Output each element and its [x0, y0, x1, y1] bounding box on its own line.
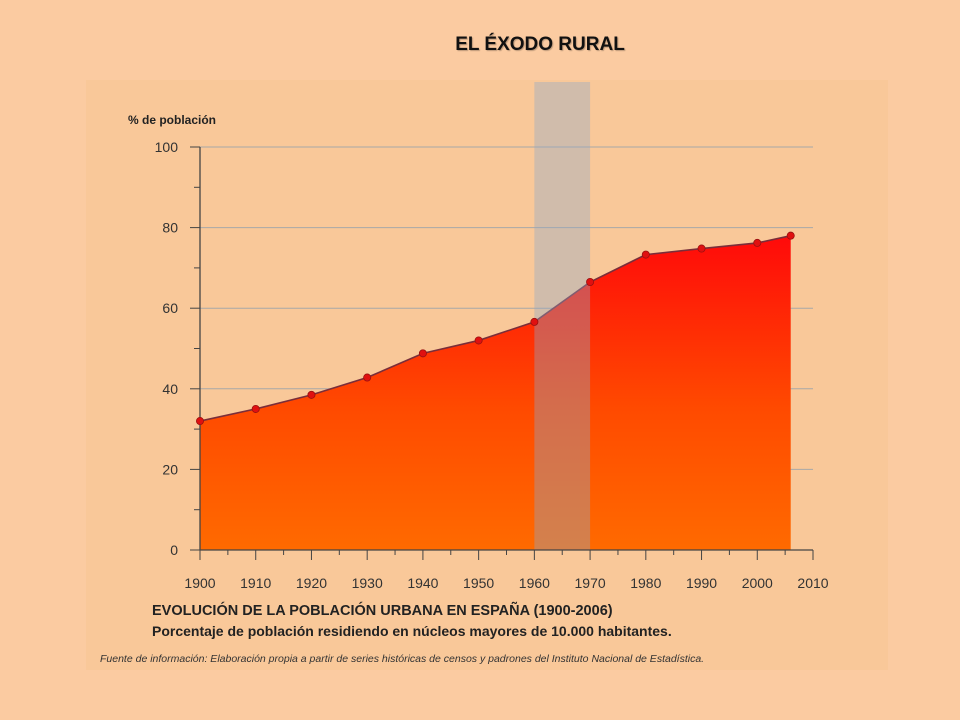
y-tick-label-0: 0: [170, 542, 178, 558]
x-tick-label-1950: 1950: [463, 575, 494, 591]
x-tick-label-1930: 1930: [352, 575, 383, 591]
data-point-1980: [641, 250, 650, 259]
area-layer: [199, 234, 791, 550]
y-axis-label: % de población: [128, 113, 216, 127]
y-tick-label-20: 20: [162, 461, 178, 477]
tick-labels: 0 20 40 60 80 100 1900 1910 1920 1930 1940 1950 1960…: [155, 139, 829, 591]
data-point-1960: [530, 317, 539, 326]
urban-population-chart: 0 20 40 60 80 100 1900 1910 1920 1930 1940 1950 1960…: [100, 82, 829, 665]
data-point-1970: [586, 278, 595, 287]
axes: [190, 146, 814, 560]
slide-title: EL ÉXODO RURAL: [455, 34, 625, 55]
data-point-1940: [418, 349, 427, 358]
x-tick-label-1920: 1920: [296, 575, 327, 591]
x-tick-label-1970: 1970: [575, 575, 606, 591]
chart-subtitle: Porcentaje de población residiendo en nú…: [152, 623, 672, 639]
x-tick-label-1990: 1990: [686, 575, 717, 591]
urban-population-area: [200, 235, 791, 550]
source-note: Fuente de información: Elaboración propi…: [100, 653, 704, 665]
data-point-1930: [363, 373, 372, 382]
data-point-1950: [474, 336, 483, 345]
urban-population-line: [199, 234, 791, 422]
chart-panel: 0 20 40 60 80 100 1900 1910 1920 1930 1940 1950 1960…: [86, 80, 888, 670]
x-tick-label-1910: 1910: [240, 575, 271, 591]
highlight-band-layer: [534, 82, 591, 550]
x-tick-label-2000: 2000: [742, 575, 773, 591]
data-point-1900: [196, 417, 205, 426]
y-tick-label-100: 100: [155, 139, 179, 155]
markers: [196, 231, 795, 426]
data-point-2006: [786, 231, 795, 240]
highlight-band-1960-1970: [534, 82, 591, 550]
data-point-2000: [753, 238, 762, 247]
x-tick-label-1900: 1900: [184, 575, 215, 591]
y-tick-label-40: 40: [162, 381, 178, 397]
x-tick-label-1940: 1940: [407, 575, 438, 591]
y-tick-label-60: 60: [162, 300, 178, 316]
data-point-1910: [251, 404, 260, 413]
chart-title: EVOLUCIÓN DE LA POBLACIÓN URBANA EN ESPA…: [152, 601, 613, 619]
data-point-1990: [697, 244, 706, 253]
y-tick-label-80: 80: [162, 220, 178, 236]
x-tick-label-2010: 2010: [797, 575, 828, 591]
data-point-1920: [307, 390, 316, 399]
x-tick-label-1960: 1960: [519, 575, 550, 591]
x-tick-label-1980: 1980: [630, 575, 661, 591]
